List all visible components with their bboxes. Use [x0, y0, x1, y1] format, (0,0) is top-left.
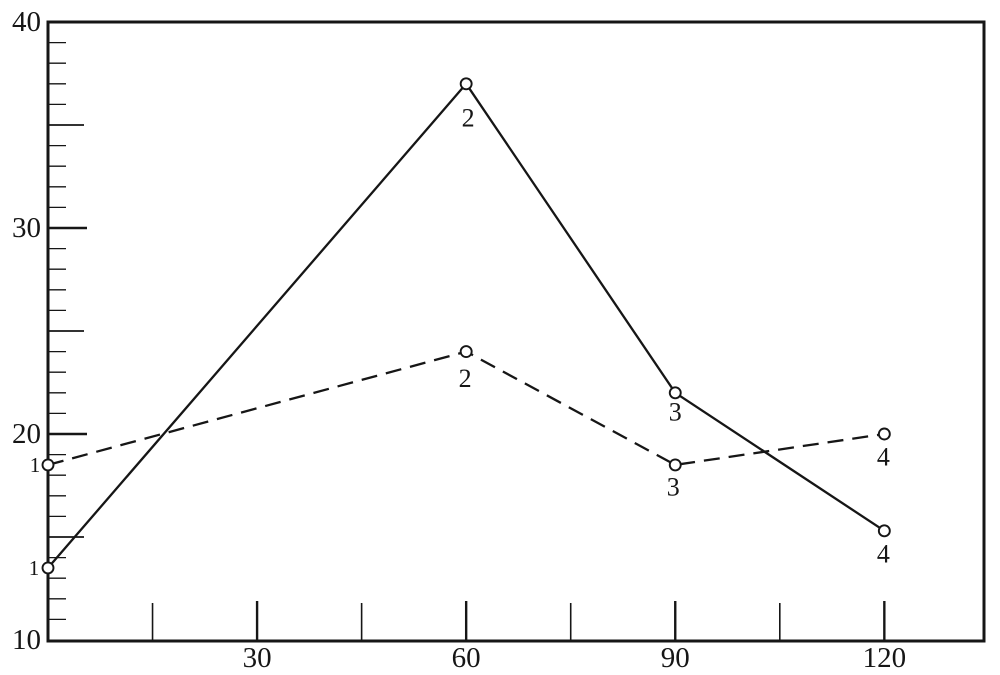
data-point-label: 3 — [669, 397, 682, 426]
data-point-marker — [459, 77, 473, 91]
x-tick-label: 90 — [661, 642, 690, 674]
y-tick-label: 40 — [12, 6, 41, 38]
y-tick-label: 10 — [12, 624, 41, 656]
data-point-marker — [459, 345, 473, 359]
data-point-marker — [877, 524, 891, 538]
x-tick-label: 30 — [243, 642, 272, 674]
data-point-label: 1 — [30, 453, 41, 477]
x-tick-label: 60 — [452, 642, 481, 674]
data-point-label: 2 — [462, 103, 475, 132]
data-point-label: 1 — [29, 556, 40, 580]
y-tick-label: 30 — [12, 212, 41, 244]
data-point-label: 4 — [877, 539, 890, 568]
data-point-label: 4 — [877, 443, 890, 472]
data-point-marker — [877, 427, 891, 441]
data-point-label: 3 — [667, 472, 680, 501]
plot-frame — [46, 20, 986, 643]
data-point-marker — [668, 458, 682, 472]
data-point-marker — [668, 386, 682, 400]
curve-2-dashed-line — [47, 350, 885, 467]
x-tick-label: 120 — [863, 642, 907, 674]
data-point-marker — [41, 561, 55, 575]
curve-1-solid-line — [47, 81, 885, 569]
y-tick-label: 20 — [12, 418, 41, 450]
data-point-label: 2 — [459, 364, 472, 393]
data-point-marker — [41, 458, 55, 472]
